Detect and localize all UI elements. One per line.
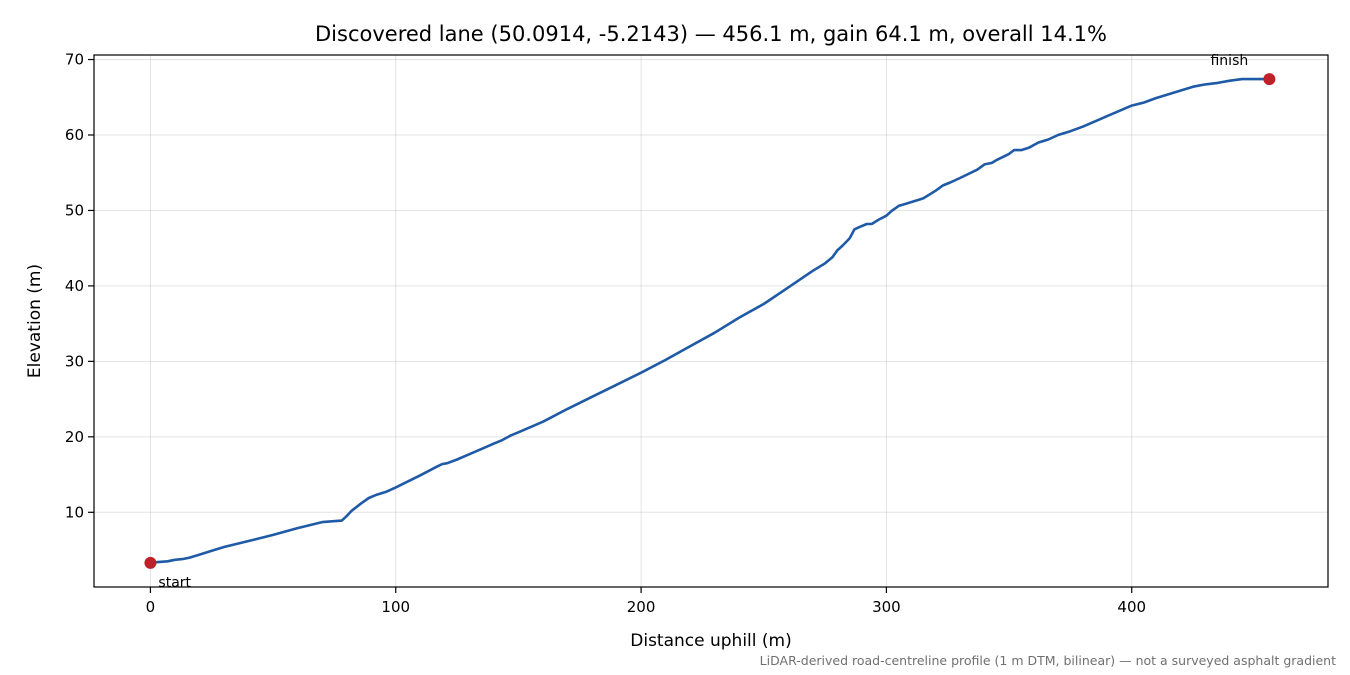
y-tick-label: 30 [65, 352, 84, 370]
chart-title: Discovered lane (50.0914, -5.2143) — 456… [315, 22, 1107, 46]
x-tick-label: 100 [381, 598, 410, 616]
start-label: start [158, 575, 191, 591]
y-tick-label: 40 [65, 277, 84, 295]
start-point [144, 556, 157, 569]
x-axis-label: Distance uphill (m) [630, 631, 791, 651]
endpoint-annotations: start finish [144, 53, 1276, 591]
axis-ticks: 0 100 200 300 400 10 20 30 40 50 60 70 [65, 51, 1146, 616]
x-tick-label: 200 [627, 598, 656, 616]
x-tick-label: 0 [146, 598, 156, 616]
finish-label: finish [1210, 53, 1248, 69]
plot-frame [93, 54, 1329, 588]
finish-point [1263, 73, 1276, 86]
footnote: LiDAR-derived road-centreline profile (1… [760, 653, 1336, 668]
y-axis-label: Elevation (m) [25, 264, 45, 378]
y-tick-label: 60 [65, 126, 84, 144]
y-tick-label: 20 [65, 428, 84, 446]
series-layer [150, 77, 1270, 565]
x-tick-label: 400 [1117, 598, 1146, 616]
grid-lines [94, 55, 1328, 587]
y-tick-label: 50 [65, 201, 84, 219]
elevation-line [150, 77, 1270, 565]
y-tick-label: 70 [65, 51, 84, 69]
x-tick-label: 300 [872, 598, 901, 616]
y-tick-label: 10 [65, 503, 84, 521]
